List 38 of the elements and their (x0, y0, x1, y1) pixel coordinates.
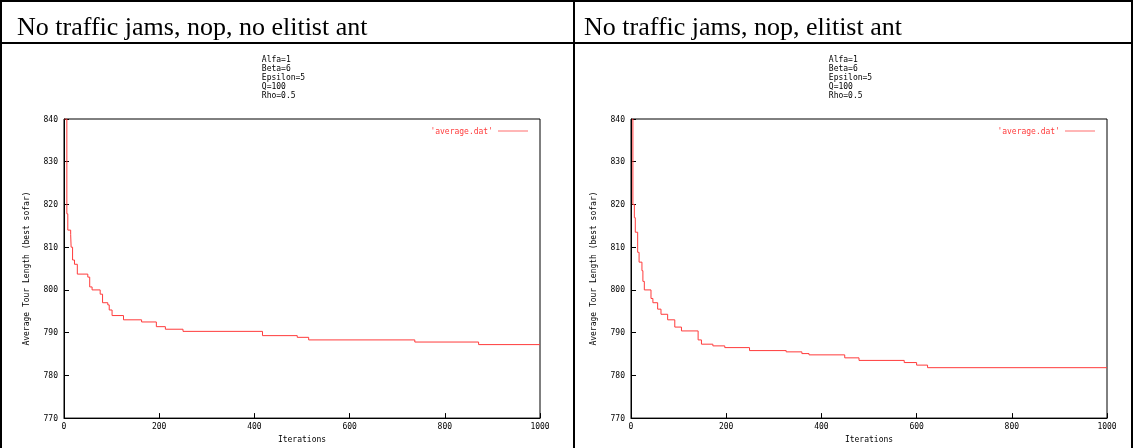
y-axis-title: Average Tour Length (best sofar) (588, 191, 597, 346)
legend-label: 'average.dat' (996, 126, 1060, 136)
chart-subtitle: Alfa=1 Beta=6 Epsilon=5 Q=100 Rho=0.5 (828, 55, 872, 100)
y-tick-label: 800 (610, 285, 625, 295)
legend-label: 'average.dat' (430, 126, 493, 136)
x-tick-label: 600 (908, 421, 924, 431)
x-tick-label: 400 (247, 421, 262, 431)
y-tick-label: 780 (43, 370, 59, 380)
x-tick-label: 1000 (530, 421, 550, 431)
y-tick-label: 820 (43, 199, 59, 209)
chart-title: No traffic jams, nop, no elitist ant (17, 11, 369, 41)
x-tick-label: 400 (813, 421, 829, 431)
x-tick-label: 1000 (1096, 421, 1117, 431)
y-axis-title: Average Tour Length (best sofar) (21, 191, 31, 346)
y-tick-label: 810 (43, 242, 59, 252)
y-tick-label: 830 (610, 157, 625, 167)
x-axis-title: Iterations (277, 434, 327, 444)
y-tick-label: 780 (610, 370, 625, 380)
y-tick-label: 820 (610, 199, 625, 209)
y-tick-label: 800 (43, 285, 59, 295)
y-tick-label: 830 (43, 157, 59, 167)
y-tick-label: 840 (610, 114, 625, 124)
x-tick-label: 800 (437, 421, 453, 431)
chart-subtitle: Alfa=1 Beta=6 Epsilon=5 Q=100 Rho=0.5 (261, 55, 306, 100)
y-tick-label: 770 (610, 413, 625, 423)
x-tick-label: 0 (628, 421, 634, 431)
x-tick-label: 0 (61, 421, 67, 431)
chart-title: No traffic jams, nop, elitist ant (583, 11, 903, 41)
y-tick-label: 810 (610, 242, 625, 252)
x-axis-title: Iterations (844, 434, 893, 444)
y-tick-label: 840 (43, 114, 59, 124)
y-tick-label: 790 (43, 328, 59, 338)
x-tick-label: 200 (151, 421, 167, 431)
x-tick-label: 800 (1004, 421, 1019, 431)
y-tick-label: 770 (43, 413, 59, 423)
x-tick-label: 600 (342, 421, 358, 431)
x-tick-label: 200 (718, 421, 734, 431)
y-tick-label: 790 (610, 328, 625, 338)
